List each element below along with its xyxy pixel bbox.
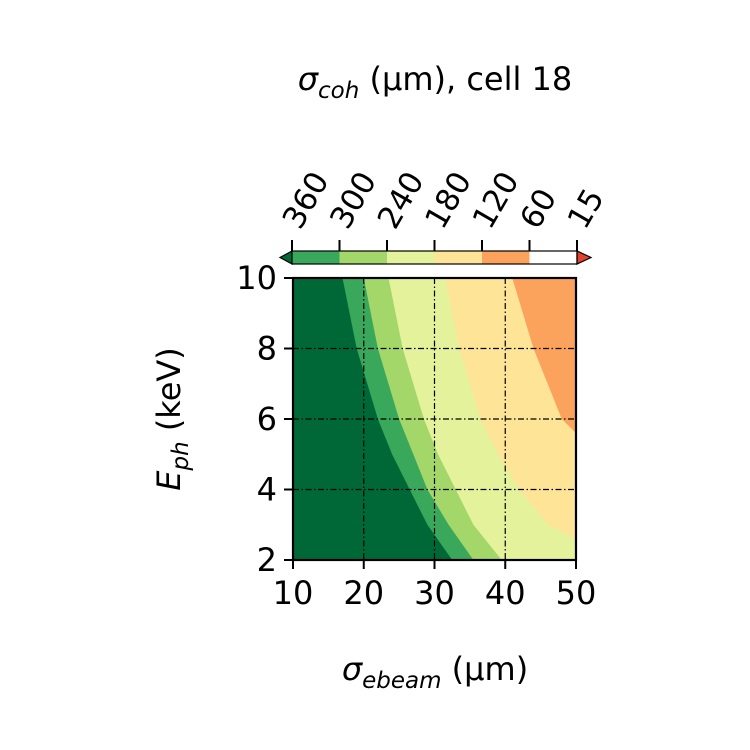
colorbar-tick-label: 240 (371, 166, 432, 235)
chart-title: σcoh (μm), cell 18 (298, 60, 573, 104)
y-tick-label: 8 (257, 330, 277, 368)
x-tick-label: 10 (273, 574, 314, 612)
contour-band (512, 278, 576, 434)
colorbar-extend-low (278, 249, 293, 266)
colorbar-segment (434, 251, 482, 264)
colorbar-tick-label: 360 (276, 166, 337, 235)
x-axis-label: σebeam (μm) (342, 650, 528, 694)
x-tick-label: 30 (414, 574, 455, 612)
colorbar-segment (482, 251, 530, 264)
colorbar-tick-label: 180 (418, 166, 479, 235)
colorbar-tick-label: 120 (466, 166, 527, 235)
x-tick-label: 20 (343, 574, 384, 612)
y-axis: 2 4 6 8 10 (236, 259, 293, 579)
y-axis-label: Eph (keV) (150, 347, 194, 491)
x-tick-label: 50 (556, 574, 597, 612)
y-tick-label: 6 (257, 400, 277, 438)
colorbar-segment (339, 251, 387, 264)
colorbar-extend-high (576, 250, 593, 265)
y-tick-label: 4 (257, 471, 277, 509)
colorbar-tick-label: 15 (561, 183, 612, 235)
colorbar-segment (292, 251, 340, 264)
plot-area (291, 276, 578, 562)
x-tick-label: 40 (485, 574, 526, 612)
colorbar-segment (387, 251, 435, 264)
colorbar-tick-label: 300 (323, 166, 384, 235)
y-tick-label: 10 (236, 259, 277, 297)
x-axis: 10 20 30 40 50 (273, 560, 597, 612)
y-tick-label: 2 (257, 541, 277, 579)
grid (293, 278, 576, 560)
